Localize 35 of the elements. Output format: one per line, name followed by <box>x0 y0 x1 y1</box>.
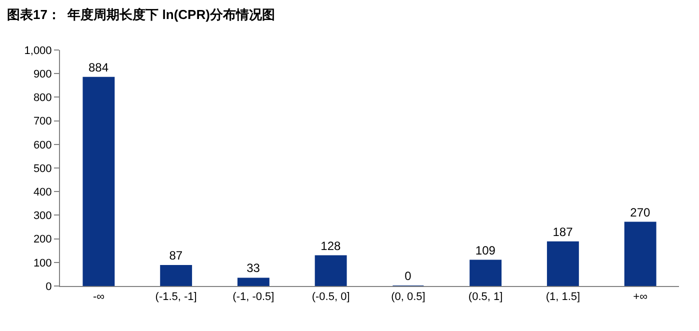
x-tick-label: -∞ <box>92 291 105 304</box>
data-label: 270 <box>630 205 650 220</box>
data-label: 884 <box>88 60 109 74</box>
data-label: 0 <box>404 269 412 283</box>
data-label: 109 <box>475 243 496 258</box>
y-tick-label: 700 <box>33 116 52 128</box>
bar <box>237 278 270 286</box>
bar <box>470 260 502 286</box>
y-tick-label: 200 <box>33 234 52 246</box>
bar <box>546 241 579 286</box>
data-label: 33 <box>246 261 260 276</box>
y-tick-label: 500 <box>33 162 52 175</box>
data-label: 87 <box>169 248 183 262</box>
y-tick-label: 600 <box>33 139 52 152</box>
y-tick-label: 100 <box>33 257 52 270</box>
y-tick-label: 1,000 <box>24 44 52 57</box>
bar <box>82 76 115 286</box>
chart-title: 图表17： 年度周期长度下 ln(CPR)分布情况图 <box>6 7 275 22</box>
y-tick-label: 0 <box>46 280 52 293</box>
y-tick-label: 400 <box>33 186 52 198</box>
x-tick-label: (-0.5, 0] <box>312 291 350 304</box>
data-label: 187 <box>552 224 574 239</box>
x-tick-label: (-1, -0.5] <box>232 291 274 304</box>
bar <box>624 222 656 286</box>
y-tick-label: 900 <box>33 68 52 80</box>
x-tick-label: (1, 1.5] <box>546 291 580 304</box>
x-tick-label: (0.5, 1] <box>468 291 503 304</box>
y-tick-label: 800 <box>33 92 52 104</box>
x-tick-label: (-1.5, -1] <box>155 291 197 304</box>
bar <box>160 264 192 286</box>
data-label: 128 <box>320 238 341 253</box>
x-tick-label: +∞ <box>633 291 648 304</box>
y-tick-label: 300 <box>33 210 52 222</box>
x-tick-label: (0, 0.5] <box>391 291 426 304</box>
bar <box>314 255 347 286</box>
